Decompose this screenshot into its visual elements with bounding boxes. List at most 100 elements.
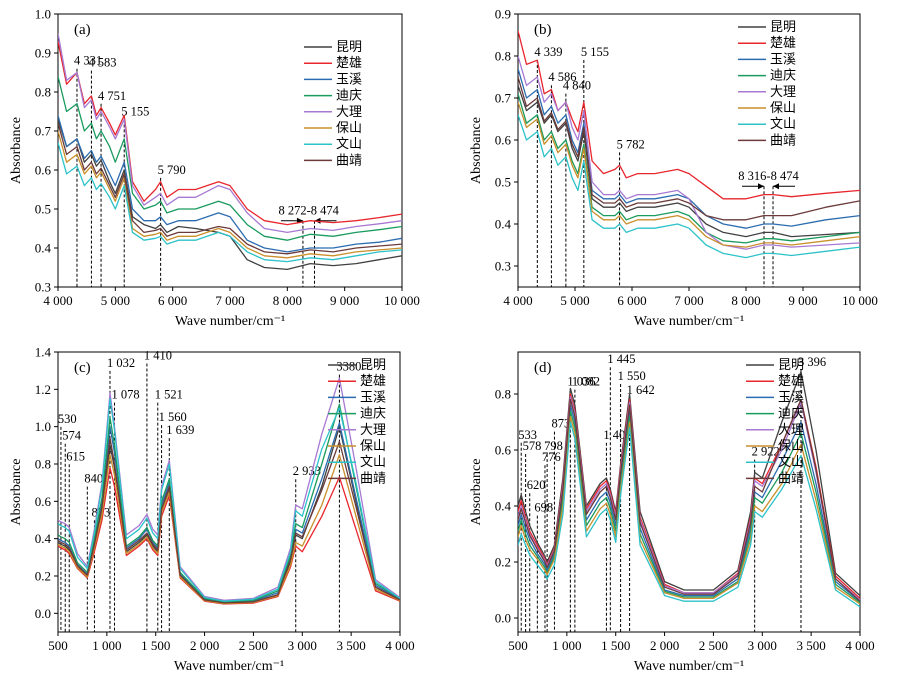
panel-a: 4 000 5 000 6 000 7 000 8 000 9 000 10 000 0.3 0… xyxy=(9,7,420,330)
series-line-1 xyxy=(518,30,860,200)
peak-label: 578 xyxy=(523,439,542,453)
peak-label: 615 xyxy=(66,449,85,463)
legend-label: 保山 xyxy=(336,120,362,135)
series-line-5 xyxy=(518,101,860,248)
y-tick-label: 0.5 xyxy=(495,175,511,190)
y-tick-label: 0.8 xyxy=(495,49,511,64)
legend-label: 曲靖 xyxy=(770,132,796,147)
x-tick-label: 2 000 xyxy=(190,638,219,653)
peak-label: 5 155 xyxy=(581,45,609,59)
legend-label: 玉溪 xyxy=(778,389,804,404)
peak-label: 620 xyxy=(527,478,546,492)
series-line-7 xyxy=(518,76,860,221)
series-group xyxy=(518,370,860,608)
legend-label: 保山 xyxy=(770,100,796,115)
x-tick-label: 10 000 xyxy=(842,293,878,308)
peak-label: 530 xyxy=(58,412,77,426)
legend-label: 大理 xyxy=(336,104,362,119)
x-tick-label: 3 500 xyxy=(337,638,366,653)
y-tick-label: 1.4 xyxy=(35,345,52,360)
y-tick-label: 0.9 xyxy=(35,46,51,61)
x-tick-label: 500 xyxy=(508,638,528,653)
legend-label: 文山 xyxy=(360,454,386,469)
legend-label: 大理 xyxy=(770,84,796,99)
peak-label: 4 840 xyxy=(563,79,591,93)
legend-label: 昆明 xyxy=(336,39,362,54)
y-tick-label: 0.3 xyxy=(495,259,511,274)
panel-label: (c) xyxy=(74,360,91,376)
peak-label: 3 396 xyxy=(798,355,826,369)
legend-label: 楚雄 xyxy=(336,55,362,70)
y-tick-label: 0.6 xyxy=(495,133,512,148)
x-axis-label: Wave number/cm⁻¹ xyxy=(175,314,285,329)
peak-label: 798 xyxy=(544,439,563,453)
x-tick-label: 4 000 xyxy=(503,293,532,308)
series-line-4 xyxy=(518,55,860,250)
range-arrowhead-left xyxy=(758,183,765,190)
x-tick-label: 5 000 xyxy=(101,293,130,308)
series-line-5 xyxy=(518,415,860,605)
x-tick-label: 2 500 xyxy=(239,638,268,653)
legend-label: 迪庆 xyxy=(360,406,386,421)
panel-b: 4 000 5 000 6 000 7 000 8 000 9 000 10 000 0.3 0… xyxy=(469,7,878,330)
range-label: 8 316-8 474 xyxy=(738,169,799,183)
plot-frame xyxy=(57,351,401,633)
y-axis-label: Absorbance xyxy=(469,117,484,184)
panel-d: 500 1 000 1 500 2 000 2 500 3 000 3 500 4 000 0.… xyxy=(469,351,875,674)
panel-label: (a) xyxy=(74,22,91,38)
x-tick-label: 1 000 xyxy=(552,638,581,653)
peak-label: 4 583 xyxy=(88,56,116,70)
x-tick-label: 2 500 xyxy=(699,638,728,653)
series-group xyxy=(58,377,400,605)
series-group xyxy=(518,30,860,259)
series-line-7 xyxy=(58,437,400,604)
peak-label: 1 082 xyxy=(572,375,600,389)
y-tick-label: 1.0 xyxy=(35,7,51,22)
legend-label: 楚雄 xyxy=(360,373,386,388)
x-tick-label: 6 000 xyxy=(617,293,646,308)
legend-label: 大理 xyxy=(360,422,386,437)
peak-label: 533 xyxy=(518,428,537,442)
range-arrowhead-right xyxy=(773,183,780,190)
y-tick-label: 0.7 xyxy=(495,91,512,106)
y-axis-label: Absorbance xyxy=(9,459,24,526)
legend-label: 昆明 xyxy=(360,357,386,372)
legend-label: 玉溪 xyxy=(360,389,386,404)
peak-label: 3380 xyxy=(336,360,361,374)
peak-label: 1 410 xyxy=(144,348,172,362)
peak-label: 698 xyxy=(534,501,553,515)
plot-frame xyxy=(517,351,861,633)
peak-label: 4 339 xyxy=(534,45,562,59)
y-tick-label: 0.9 xyxy=(495,7,511,22)
series-line-2 xyxy=(518,68,860,229)
legend-label: 昆明 xyxy=(770,19,796,34)
legend-label: 迪庆 xyxy=(778,406,804,421)
x-tick-label: 3 000 xyxy=(748,638,777,653)
peak-label: 5 782 xyxy=(617,137,645,151)
peak-label: 1 560 xyxy=(159,410,187,424)
peak-label: 5 790 xyxy=(158,163,186,177)
series-line-3 xyxy=(518,93,860,244)
series-line-6 xyxy=(58,142,402,263)
x-tick-label: 1 000 xyxy=(92,638,121,653)
y-tick-label: 0.8 xyxy=(495,387,511,402)
y-tick-label: 0.4 xyxy=(495,217,512,232)
series-group xyxy=(58,33,402,271)
y-tick-label: 0.8 xyxy=(35,457,51,472)
x-axis-label: Wave number/cm⁻¹ xyxy=(634,659,744,674)
x-axis-label: Wave number/cm⁻¹ xyxy=(174,659,284,674)
x-tick-label: 1 500 xyxy=(601,638,630,653)
y-tick-label: 1.0 xyxy=(35,419,51,434)
legend-label: 玉溪 xyxy=(770,51,796,66)
series-line-7 xyxy=(518,398,860,602)
legend-label: 文山 xyxy=(770,116,796,131)
x-tick-label: 1 500 xyxy=(141,638,170,653)
legend-label: 玉溪 xyxy=(336,71,362,86)
x-tick-label: 6 000 xyxy=(158,293,187,308)
panel-label: (b) xyxy=(534,22,552,38)
series-line-6 xyxy=(518,114,860,259)
peak-label: 1 639 xyxy=(166,423,194,437)
